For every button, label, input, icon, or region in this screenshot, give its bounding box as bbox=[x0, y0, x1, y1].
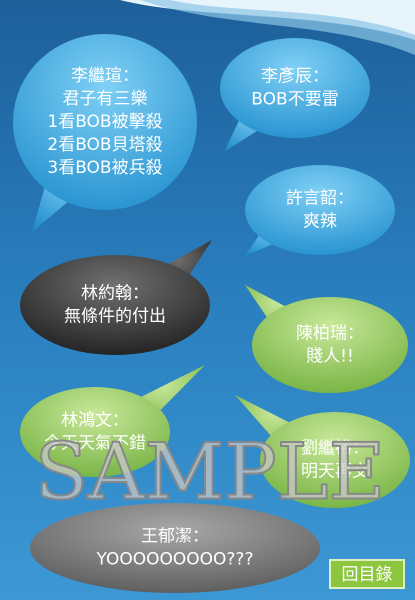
speech-line: BOB不要雷 bbox=[251, 90, 338, 110]
button-bg[interactable] bbox=[329, 559, 405, 589]
speech-line: 賤人!! bbox=[306, 347, 354, 367]
bubble-body bbox=[20, 387, 170, 477]
bubbles: 李繼瑄： 君子有三樂 1看BOB被擊殺 2看BOB貝塔殺 3看BOB被兵殺 李彥辰： BOB… bbox=[13, 34, 410, 593]
back-button[interactable]: 回目錄 bbox=[329, 559, 405, 589]
speaker-name: 李彥辰： bbox=[261, 67, 329, 87]
speech-line: YOOOOOOOOO??? bbox=[96, 550, 254, 570]
bubble-body bbox=[20, 255, 210, 355]
top-swoosh bbox=[140, 0, 415, 55]
speaker-name: 李繼瑄： bbox=[71, 66, 139, 86]
button-label[interactable]: 回目錄 bbox=[342, 565, 393, 585]
speech-bubble: 李彥辰： BOB不要雷 bbox=[220, 38, 370, 152]
speech-line: 無條件的付出 bbox=[64, 307, 166, 327]
speaker-name: 林鴻文： bbox=[61, 411, 129, 431]
speech-bubble: 王郁潔： YOOOOOOOOO??? bbox=[30, 503, 320, 593]
speech-line: 明天再交 bbox=[301, 462, 369, 482]
speaker-name: 許言韶： bbox=[286, 189, 354, 209]
speech-bubble: 林約翰： 無條件的付出 bbox=[20, 240, 212, 355]
top-swoosh bbox=[0, 0, 415, 40]
speech-line: 君子有三樂 bbox=[63, 89, 148, 109]
watermark: SAMPLE bbox=[35, 428, 386, 518]
speech-bubble: 許言韶： 爽辣 bbox=[245, 165, 395, 256]
speech-line: 3看BOB被兵殺 bbox=[47, 158, 162, 178]
bubble-body bbox=[252, 297, 408, 393]
speech-bubble: 李繼瑄： 君子有三樂 1看BOB被擊殺 2看BOB貝塔殺 3看BOB被兵殺 bbox=[13, 34, 197, 232]
speaker-name: 陳柏瑞： bbox=[296, 324, 364, 344]
speech-bubble: 劉繼裕： 明天再交 bbox=[235, 395, 410, 508]
bubble-body bbox=[220, 38, 370, 138]
speaker-name: 劉繼裕： bbox=[301, 439, 369, 459]
speech-bubble: 陳柏瑞： 賤人!! bbox=[245, 285, 408, 393]
speech-line: 1看BOB被擊殺 bbox=[47, 112, 162, 132]
speaker-name: 林約翰： bbox=[81, 284, 149, 304]
bubble-body bbox=[245, 165, 395, 255]
speech-bubble: 林鴻文： 今天天氣不錯 bbox=[20, 365, 205, 477]
speech-line: 2看BOB貝塔殺 bbox=[47, 135, 162, 155]
bubble-body bbox=[260, 412, 410, 508]
speaker-name: 王郁潔： bbox=[141, 527, 209, 547]
speech-line: 今天天氣不錯 bbox=[44, 434, 146, 454]
speech-line: 爽辣 bbox=[303, 212, 337, 232]
bubble-body bbox=[13, 34, 197, 210]
bubble-body bbox=[30, 503, 320, 593]
